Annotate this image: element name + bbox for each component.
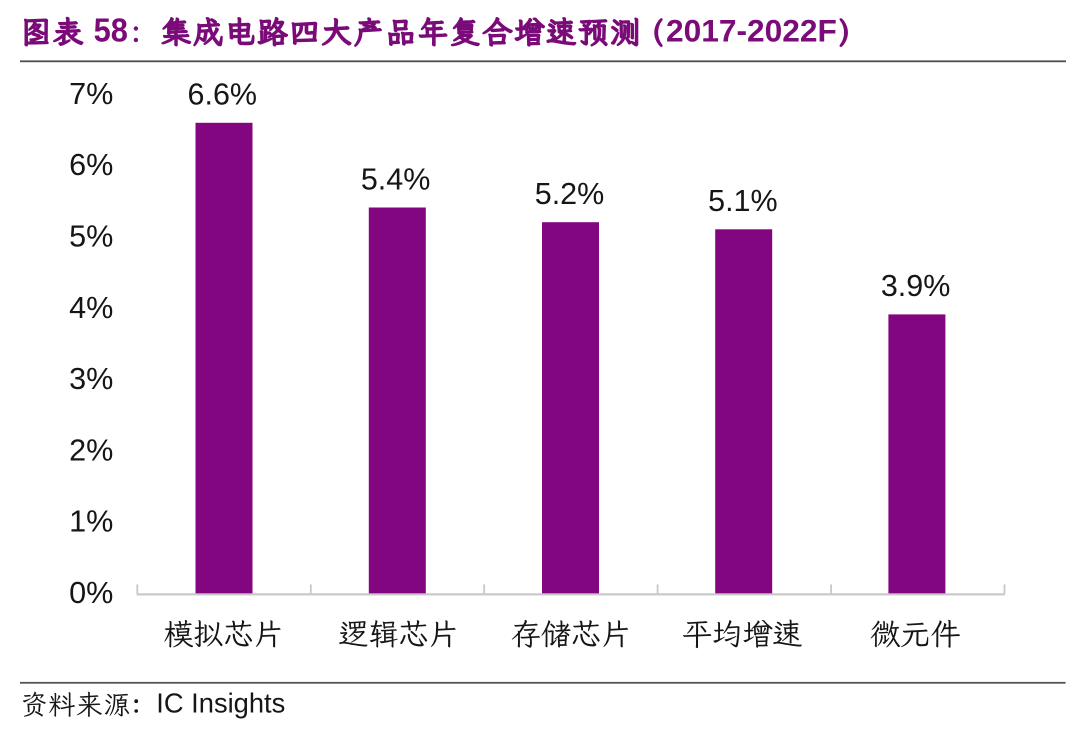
svg-text:5%: 5% bbox=[69, 220, 113, 254]
svg-text:IC Insights: IC Insights bbox=[156, 687, 285, 718]
svg-text:1%: 1% bbox=[69, 505, 113, 539]
svg-text:0%: 0% bbox=[69, 576, 113, 610]
svg-text:6.6%: 6.6% bbox=[188, 78, 258, 112]
svg-text:5.2%: 5.2% bbox=[535, 177, 605, 211]
svg-text:3%: 3% bbox=[69, 362, 113, 396]
svg-text:2%: 2% bbox=[69, 433, 113, 467]
svg-text:5.4%: 5.4% bbox=[361, 162, 431, 196]
svg-text:7%: 7% bbox=[69, 77, 113, 111]
svg-text:4%: 4% bbox=[69, 291, 113, 325]
svg-text:2017-2022F: 2017-2022F bbox=[666, 12, 837, 48]
svg-text:5.1%: 5.1% bbox=[708, 184, 778, 218]
svg-text:3.9%: 3.9% bbox=[881, 269, 951, 303]
svg-text:58: 58 bbox=[94, 12, 128, 49]
svg-text:6%: 6% bbox=[69, 148, 113, 182]
